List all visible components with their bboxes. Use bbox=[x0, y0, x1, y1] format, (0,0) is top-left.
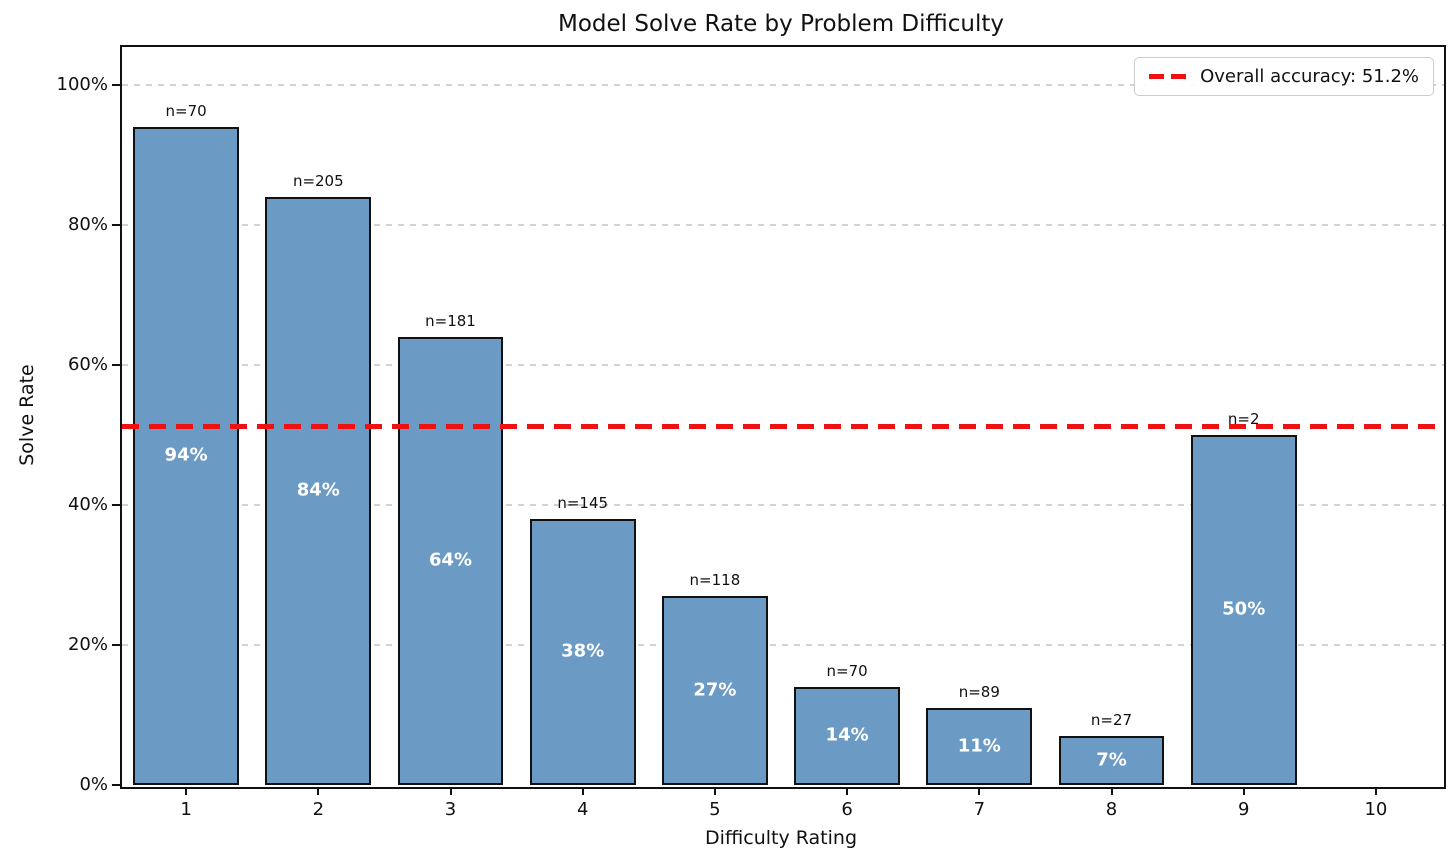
bar-value-label: 94% bbox=[164, 444, 208, 466]
bar: 27% bbox=[662, 596, 768, 785]
x-tick-mark bbox=[846, 787, 849, 795]
bar-n-label: n=205 bbox=[292, 172, 344, 190]
gridline bbox=[122, 364, 1444, 366]
plot-area bbox=[120, 45, 1446, 789]
y-axis-label: Solve Rate bbox=[16, 364, 38, 466]
bar: 38% bbox=[529, 519, 636, 785]
y-tick-label: 40% bbox=[67, 494, 108, 515]
gridline bbox=[122, 84, 1444, 86]
bar-n-label: n=70 bbox=[165, 102, 207, 120]
x-tick-label: 2 bbox=[312, 799, 325, 820]
legend: Overall accuracy: 51.2% bbox=[1134, 57, 1434, 96]
x-tick-label: 8 bbox=[1105, 799, 1118, 820]
bar-n-label: n=181 bbox=[425, 312, 476, 330]
y-tick-mark bbox=[112, 364, 121, 366]
bar-n-label: n=89 bbox=[958, 683, 1000, 701]
y-tick-label: 60% bbox=[67, 354, 108, 375]
x-tick-label: 1 bbox=[180, 799, 192, 820]
y-tick-label: 80% bbox=[67, 214, 108, 235]
bar: 64% bbox=[397, 337, 504, 785]
x-tick-label: 7 bbox=[973, 799, 986, 820]
bar-value-label: 7% bbox=[1096, 748, 1127, 770]
bar-n-label: n=27 bbox=[1090, 711, 1133, 729]
x-tick-mark bbox=[1242, 787, 1245, 795]
y-tick-mark bbox=[112, 504, 121, 506]
x-tick-mark bbox=[581, 787, 584, 795]
bar-value-label: 84% bbox=[296, 479, 340, 501]
bar-value-label: 11% bbox=[957, 734, 1001, 756]
x-tick-label: 6 bbox=[841, 799, 853, 820]
y-tick-mark bbox=[112, 224, 121, 226]
x-tick-label: 10 bbox=[1364, 799, 1388, 820]
x-tick-mark bbox=[185, 787, 188, 795]
x-tick-mark bbox=[1110, 787, 1113, 795]
bar: 94% bbox=[133, 127, 239, 785]
x-axis-label: Difficulty Rating bbox=[704, 827, 858, 849]
bar-n-label: n=70 bbox=[826, 662, 868, 680]
dashed-line-icon bbox=[1149, 74, 1187, 79]
y-tick-mark bbox=[112, 84, 121, 86]
bar-n-label: n=145 bbox=[557, 494, 609, 512]
legend-label: Overall accuracy: 51.2% bbox=[1200, 66, 1419, 87]
bar-value-label: 50% bbox=[1222, 598, 1266, 620]
x-tick-label: 3 bbox=[444, 799, 457, 820]
x-tick-label: 4 bbox=[576, 799, 589, 820]
y-tick-mark bbox=[112, 784, 121, 786]
bar: 14% bbox=[794, 687, 900, 785]
bar: 11% bbox=[926, 708, 1033, 785]
x-tick-mark bbox=[449, 787, 452, 795]
bar-n-label: n=2 bbox=[1227, 410, 1260, 428]
y-tick-mark bbox=[112, 644, 121, 646]
bar: 84% bbox=[265, 197, 372, 785]
gridline bbox=[122, 504, 1444, 506]
gridline bbox=[122, 224, 1444, 226]
x-tick-mark bbox=[317, 787, 320, 795]
x-tick-label: 5 bbox=[709, 799, 721, 820]
bar-value-label: 27% bbox=[693, 678, 737, 700]
y-tick-label: 100% bbox=[56, 74, 108, 95]
bar-value-label: 64% bbox=[428, 549, 473, 571]
y-tick-label: 0% bbox=[79, 774, 108, 795]
bar-value-label: 14% bbox=[825, 724, 869, 746]
bar: 50% bbox=[1190, 435, 1297, 785]
x-tick-mark bbox=[1374, 787, 1377, 795]
gridline bbox=[122, 644, 1444, 646]
bar: 7% bbox=[1058, 736, 1165, 785]
overall-accuracy-line bbox=[122, 424, 1444, 430]
y-tick-label: 20% bbox=[67, 634, 108, 655]
bar-value-label: 38% bbox=[561, 640, 605, 662]
x-tick-mark bbox=[978, 787, 981, 795]
chart-title: Model Solve Rate by Problem Difficulty bbox=[558, 11, 1004, 37]
x-tick-mark bbox=[713, 787, 716, 795]
bar-n-label: n=118 bbox=[689, 571, 741, 589]
x-tick-label: 9 bbox=[1237, 799, 1250, 820]
